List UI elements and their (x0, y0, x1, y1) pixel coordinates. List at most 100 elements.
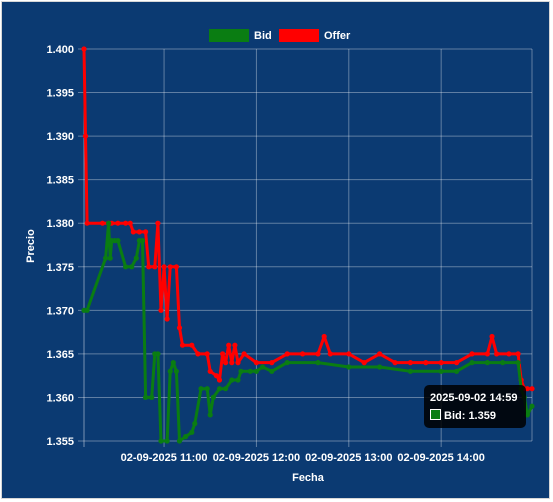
data-point-bid (143, 394, 149, 400)
data-point-offer (489, 333, 495, 340)
data-point-bid (115, 238, 121, 244)
data-point-offer (146, 264, 152, 270)
data-point-bid (158, 438, 164, 444)
data-point-bid (155, 351, 161, 357)
data-point-offer (207, 368, 213, 374)
x-axis: 02-09-2025 11:00 02-09-2025 12:00 02-09-20… (121, 452, 485, 464)
y-tick-label: 1.395 (46, 88, 74, 100)
data-point-offer (438, 360, 444, 366)
x-tick-label: 02-09-2025 14:00 (397, 452, 484, 464)
legend-label: Bid (254, 30, 272, 42)
data-point-offer (213, 373, 219, 379)
data-point-offer (407, 360, 413, 366)
data-point-offer (136, 229, 142, 235)
data-point-bid (183, 434, 189, 440)
data-point-offer (361, 360, 367, 366)
tooltip-body: Bid: 1.359 (444, 410, 496, 422)
data-point-offer (321, 333, 327, 340)
y-tick-label: 1.385 (46, 175, 74, 187)
data-point-bid (238, 368, 244, 374)
data-point-offer (189, 342, 195, 348)
data-point-bid (229, 377, 235, 383)
data-point-bid (438, 368, 444, 374)
data-point-bid (223, 386, 229, 392)
data-point-offer (529, 386, 535, 392)
y-tick-label: 1.370 (46, 305, 74, 317)
data-point-bid (407, 368, 413, 374)
data-point-offer (423, 360, 429, 366)
y-tick-label: 1.390 (46, 131, 74, 143)
data-point-offer (223, 360, 229, 366)
data-point-offer (82, 133, 89, 139)
data-point-offer (515, 351, 521, 357)
series-bid (81, 220, 535, 444)
data-point-offer (377, 351, 383, 357)
legend-item-offer[interactable]: Offer (279, 29, 351, 42)
x-tick-label: 02-09-2025 13:00 (305, 452, 392, 464)
data-point-offer (115, 220, 121, 226)
data-point-bid (284, 360, 290, 366)
data-point-bid (198, 386, 204, 392)
data-point-bid (484, 360, 490, 366)
y-tick-label: 1.400 (46, 44, 74, 56)
data-point-offer (216, 377, 223, 383)
data-point-offer (204, 351, 210, 357)
data-point-offer (269, 360, 275, 366)
y-tick-label: 1.365 (46, 349, 74, 361)
data-point-offer (327, 351, 333, 357)
data-point-bid (139, 238, 146, 244)
data-point-offer (484, 351, 490, 357)
legend-swatch (209, 29, 249, 42)
data-point-bid (247, 368, 253, 374)
data-point-bid (469, 360, 475, 366)
data-point-bid (216, 386, 223, 392)
data-point-bid (123, 264, 129, 270)
tooltip-box (424, 385, 526, 428)
data-point-bid (269, 368, 275, 374)
data-point-bid (315, 360, 321, 366)
data-point-offer (454, 360, 460, 366)
data-point-offer (232, 342, 238, 348)
legend[interactable]: Bid Offer (209, 29, 351, 42)
data-point-offer (220, 351, 226, 357)
data-point-offer (176, 325, 183, 331)
y-axis-title: Precio (25, 229, 37, 263)
data-point-bid (129, 264, 135, 270)
data-point-offer (164, 316, 170, 322)
data-point-bid (103, 255, 109, 261)
data-point-offer (284, 351, 290, 357)
data-point-offer (130, 229, 136, 235)
data-point-bid (377, 364, 383, 370)
legend-swatch (279, 29, 319, 42)
x-tick-label: 02-09-2025 11:00 (121, 452, 208, 464)
data-point-offer (81, 46, 87, 52)
data-point-offer (229, 360, 235, 366)
data-point-offer (392, 360, 398, 366)
data-point-offer (173, 264, 179, 270)
data-point-offer (84, 220, 90, 226)
data-point-bid (192, 421, 198, 427)
tooltip: 2025-09-02 14:59 Bid: 1.359 (424, 385, 526, 428)
data-point-offer (469, 351, 475, 357)
legend-label: Offer (324, 30, 351, 42)
data-point-offer (167, 264, 173, 270)
data-point-offer (226, 342, 232, 348)
data-point-offer (506, 351, 512, 357)
data-point-offer (179, 342, 186, 348)
legend-item-bid[interactable]: Bid (209, 29, 272, 42)
y-tick-label: 1.355 (46, 436, 74, 448)
data-point-bid (260, 364, 266, 370)
y-tick-label: 1.375 (46, 262, 74, 274)
y-tick-label: 1.360 (46, 392, 74, 404)
y-tick-label: 1.380 (46, 218, 74, 230)
data-point-bid (210, 394, 216, 400)
data-point-bid (106, 220, 112, 226)
data-point-bid (235, 377, 241, 383)
data-point-bid (107, 255, 113, 261)
data-point-bid (164, 438, 170, 444)
series-line-offer (82, 48, 532, 391)
data-point-bid (204, 386, 210, 392)
series-layer (81, 46, 535, 444)
x-axis-title: Fecha (292, 472, 325, 484)
